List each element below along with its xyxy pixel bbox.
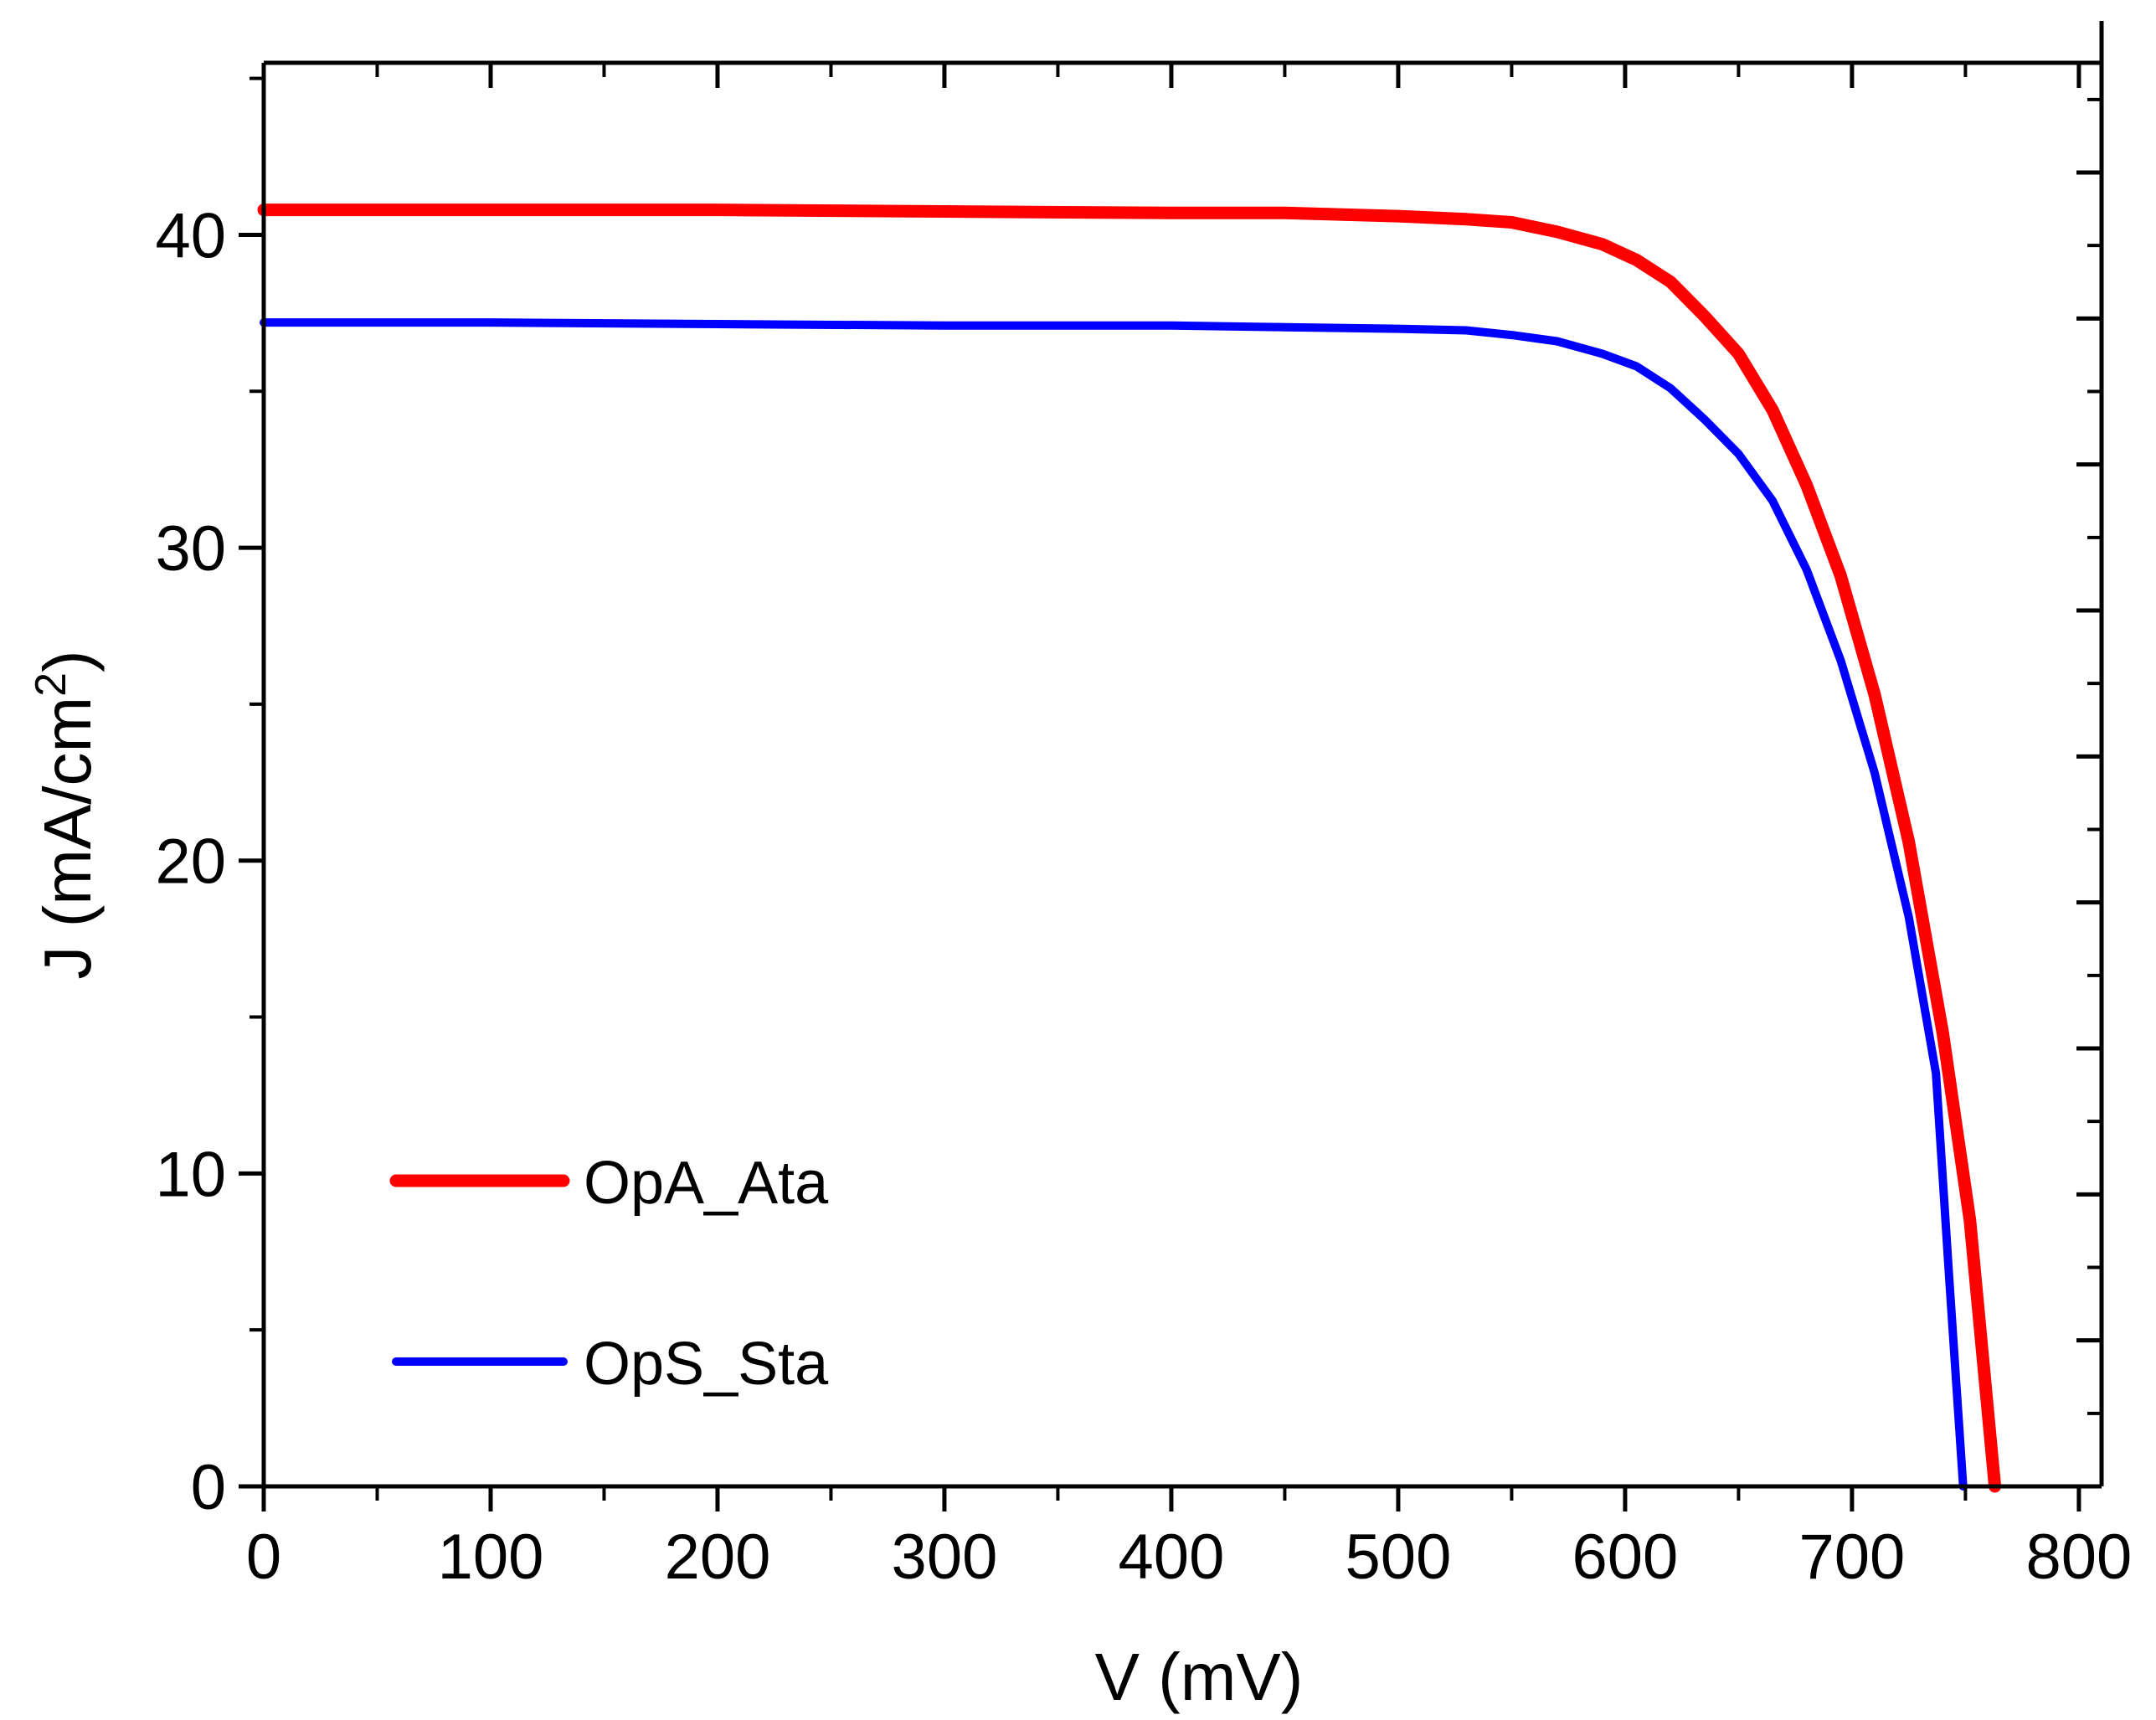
series-line-ops-sta: [260, 318, 1968, 1491]
x-tick-label: 500: [1346, 1522, 1452, 1593]
x-tick-label: 0: [246, 1522, 281, 1593]
series-line-opa-ata: [257, 203, 2002, 1493]
y-axis-title-superscript: 2: [27, 672, 75, 697]
legend-label-opa-ata: OpA_Ata: [584, 1150, 829, 1217]
tick-labels: 0 100 200 300 400 500 600 700 800 0 10 20 30 40: [155, 200, 2132, 1593]
x-tick-label: 800: [2025, 1522, 2132, 1593]
y-tick-label: 10: [155, 1139, 226, 1210]
y-tick-label: 0: [191, 1452, 226, 1523]
y-tick-label: 30: [155, 513, 226, 584]
x-tick-label: 400: [1119, 1522, 1225, 1593]
legend: OpA_Ata OpS_Sta: [389, 1150, 829, 1398]
x-tick-label: 300: [892, 1522, 998, 1593]
x-tick-label: 200: [665, 1522, 771, 1593]
x-tick-label: 700: [1799, 1522, 1906, 1593]
x-tick-label: 600: [1572, 1522, 1679, 1593]
y-axis-title-main: J (mA/cm: [30, 697, 105, 980]
y-axis-title-close: ): [30, 650, 105, 672]
axes-layer: [239, 21, 2104, 1511]
y-tick-label: 20: [155, 827, 226, 898]
x-axis-title: V (mV): [1095, 1640, 1304, 1714]
data-layer: [257, 203, 2002, 1493]
legend-label-ops-sta: OpS_Sta: [584, 1331, 829, 1398]
x-tick-label: 100: [438, 1522, 544, 1593]
y-axis-title: J (mA/cm2): [27, 650, 105, 979]
y-tick-label: 40: [155, 200, 226, 271]
